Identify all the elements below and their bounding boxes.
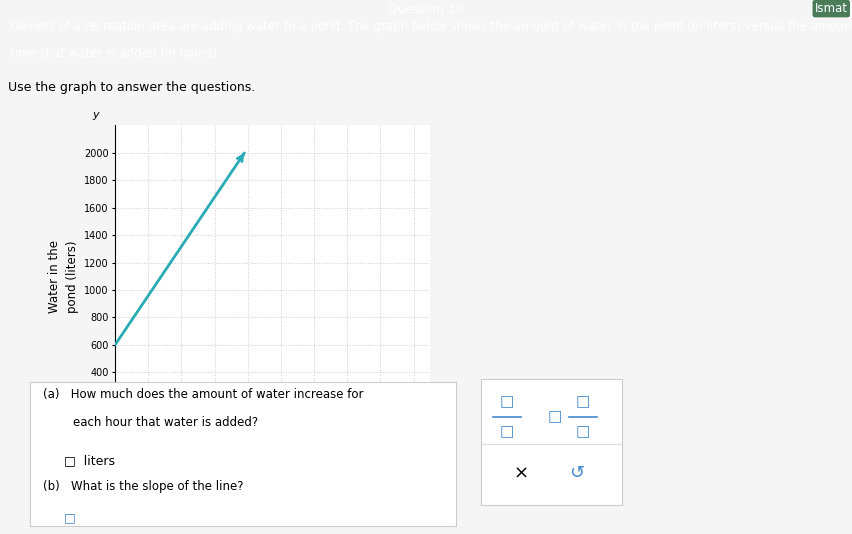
Text: Owners of a recreation area are adding water to a pond. The graph below shows th: Owners of a recreation area are adding w… [10, 20, 852, 33]
Y-axis label: Water in the
pond (liters): Water in the pond (liters) [48, 240, 78, 313]
Text: Use the graph to answer the questions.: Use the graph to answer the questions. [9, 81, 256, 93]
Text: Question 10: Question 10 [389, 2, 463, 15]
Text: ↺: ↺ [569, 464, 584, 482]
Text: each hour that water is added?: each hour that water is added? [43, 417, 257, 429]
Text: □: □ [575, 425, 590, 439]
X-axis label: Time (hours): Time (hours) [235, 447, 310, 461]
Text: x: x [437, 459, 444, 469]
Text: y: y [92, 110, 99, 120]
Text: □  liters: □ liters [64, 454, 115, 467]
Text: □: □ [547, 409, 561, 425]
Text: □: □ [499, 394, 514, 409]
Text: □: □ [575, 394, 590, 409]
Text: □: □ [64, 512, 76, 524]
Text: (b)   What is the slope of the line?: (b) What is the slope of the line? [43, 480, 243, 493]
Text: (a)   How much does the amount of water increase for: (a) How much does the amount of water in… [43, 388, 363, 400]
Text: □: □ [499, 425, 514, 439]
Text: ×: × [513, 464, 528, 482]
Text: Ismat: Ismat [815, 2, 848, 15]
Text: time that water is added (in hours).: time that water is added (in hours). [10, 47, 222, 60]
